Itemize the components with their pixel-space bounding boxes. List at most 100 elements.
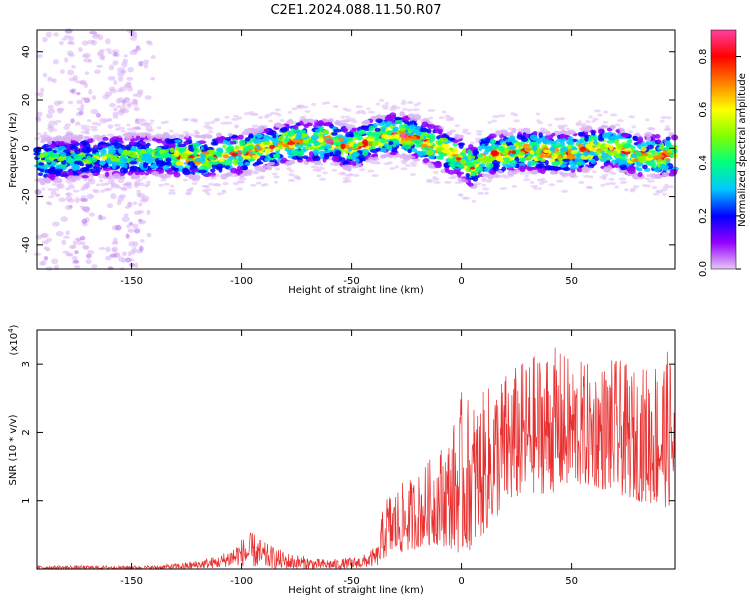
spectrogram-cell	[283, 138, 290, 143]
spectrogram-cell	[614, 185, 619, 189]
spectrogram-cell	[519, 168, 526, 173]
spectrogram-cell	[651, 186, 658, 190]
spectrogram-cell	[502, 175, 511, 179]
spectrogram-cell	[49, 152, 59, 159]
spectrogram-cell	[602, 120, 609, 124]
spectrogram-cell	[585, 186, 593, 190]
spectrogram-cell	[246, 172, 252, 176]
spectrogram-cell	[75, 135, 83, 142]
spectrogram-cell	[270, 111, 275, 115]
spectrogram-cell	[165, 153, 172, 158]
spectrogram-cell	[340, 143, 346, 150]
spectrogram-cell	[602, 110, 609, 114]
spectrogram-cell	[146, 232, 152, 238]
spectrogram-cell	[352, 174, 360, 178]
spectrogram-x-tick-label: 50	[565, 276, 578, 287]
spectrogram-cell	[465, 172, 470, 178]
spectrogram-cell	[532, 131, 538, 136]
spectrogram-cell	[182, 178, 189, 182]
spectrogram-cell	[565, 140, 574, 145]
spectrogram-cell	[308, 139, 315, 144]
spectrogram-cell	[512, 169, 518, 175]
spectrogram-cell	[668, 172, 676, 177]
spectrogram-cell	[130, 35, 138, 41]
spectrogram-cell	[307, 119, 315, 123]
spectrogram-cell	[460, 159, 467, 165]
colorbar-tick-label: 0.6	[698, 102, 709, 118]
spectrogram-cell	[495, 156, 503, 162]
spectrogram-y-tick-label: -40	[21, 237, 32, 253]
spectrogram-cell	[274, 167, 281, 171]
spectrogram-cell	[530, 184, 539, 188]
spectrogram-cell	[79, 235, 86, 241]
spectrogram-cell	[146, 133, 151, 140]
spectrogram-cell	[665, 157, 671, 162]
snr-y-multiplier-base: (x10	[9, 333, 20, 356]
spectrogram-cell	[271, 172, 278, 176]
spectrogram-cell	[72, 189, 80, 193]
spectrogram-cell	[127, 171, 133, 176]
spectrogram-cell	[662, 150, 668, 154]
spectrogram-cell	[67, 198, 75, 203]
spectrogram-cell	[394, 119, 402, 124]
spectrogram-cell	[577, 131, 586, 137]
spectrogram-cell	[86, 136, 92, 140]
spectrogram-cell	[374, 127, 381, 132]
spectrogram-cell	[65, 187, 71, 191]
spectrogram-cell	[647, 153, 653, 159]
spectrogram-cell	[154, 133, 164, 140]
spectrogram-cell	[332, 105, 339, 109]
spectrogram-cell	[173, 168, 179, 172]
spectrogram-cell	[188, 133, 195, 137]
spectrogram-cell	[129, 249, 136, 255]
spectrogram-cell	[294, 176, 301, 180]
spectrogram-cell	[562, 158, 571, 162]
spectrogram-cell	[616, 167, 621, 171]
spectrogram-cell	[116, 105, 122, 109]
spectrogram-cell	[36, 132, 42, 136]
spectrogram-cell	[561, 138, 567, 142]
spectrogram-cell	[136, 189, 141, 193]
spectrogram-x-ticks: -150 -100 -50 0 50	[120, 30, 578, 287]
spectrogram-cell	[310, 134, 320, 141]
spectrogram-cell	[632, 185, 640, 189]
spectrogram-cell	[89, 125, 98, 129]
spectrogram-cell	[656, 160, 662, 168]
spectrogram-cell	[95, 112, 102, 118]
spectrogram-cell	[197, 140, 207, 145]
spectrogram-cell	[638, 156, 643, 162]
spectrogram-cell	[604, 143, 610, 148]
spectrogram-cell	[129, 141, 136, 146]
spectrogram-cell	[409, 113, 415, 117]
spectrogram-cell	[637, 136, 644, 143]
spectrogram-cell	[51, 182, 60, 186]
spectrogram-cell	[224, 165, 231, 170]
spectrogram-cell	[45, 237, 52, 243]
spectrogram-cell	[347, 165, 352, 172]
spectrogram-cell	[272, 140, 279, 146]
spectrogram-cell	[457, 135, 463, 139]
spectrogram-cell	[532, 145, 538, 152]
snr-x-ticks: -150 -100 -50 0 50	[120, 330, 578, 587]
spectrogram-cell	[232, 114, 239, 118]
spectrogram-cell	[287, 141, 295, 146]
spectrogram-cell	[620, 132, 630, 138]
spectrogram-cell	[660, 115, 668, 119]
spectrogram-cell	[524, 147, 531, 152]
spectrogram-cell	[337, 119, 344, 123]
snr-x-tick-label: 50	[565, 576, 578, 587]
spectrogram-cell	[262, 183, 269, 187]
spectrogram-cell	[474, 139, 482, 143]
spectrogram-cell	[434, 129, 443, 134]
spectrogram-cell	[98, 174, 104, 179]
colorbar-tick-label: 0.8	[698, 49, 709, 65]
spectrogram-cell	[90, 39, 97, 46]
spectrogram-cell	[392, 126, 399, 132]
spectrogram-cell	[399, 133, 407, 139]
spectrogram-cell	[269, 144, 276, 150]
spectrogram-cell	[351, 151, 360, 157]
spectrogram-cell	[543, 149, 552, 154]
spectrogram-cell	[201, 151, 210, 155]
spectrogram-cell	[117, 109, 125, 116]
spectrogram-cell	[39, 168, 45, 173]
